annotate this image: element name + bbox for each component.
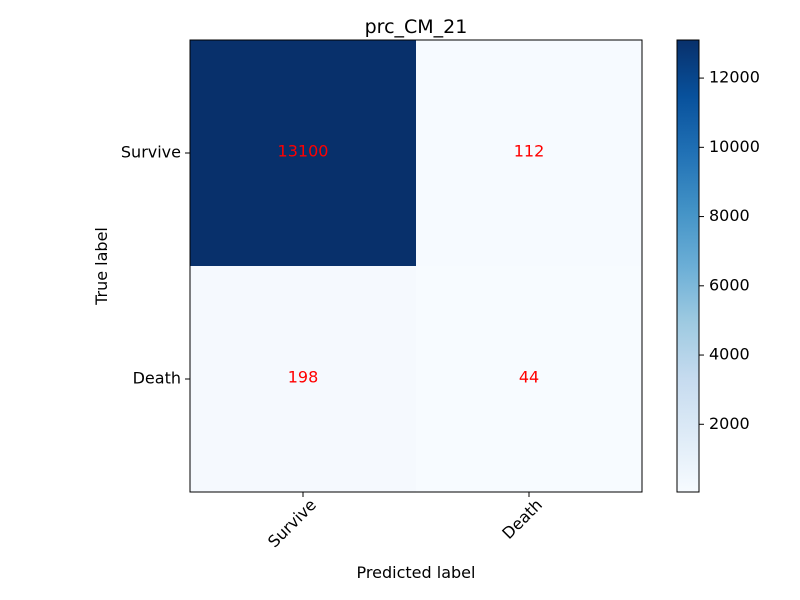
colorbar-tick-label: 12000 (709, 68, 760, 87)
colorbar-tick-label: 2000 (709, 414, 750, 433)
cell-value-label: 198 (288, 368, 319, 387)
colorbar (676, 39, 700, 493)
x-tick-label: Survive (264, 495, 320, 551)
colorbar-tick-label: 10000 (709, 137, 760, 156)
cell-value-label: 13100 (278, 142, 329, 161)
x-axis-ticks: Survive Death (264, 492, 546, 551)
heatmap-cell (416, 40, 642, 266)
cell-value-label: 112 (514, 142, 545, 161)
colorbar-tick-label: 6000 (709, 275, 750, 294)
x-tick-label: Death (498, 495, 546, 543)
heatmap-cell (190, 40, 416, 266)
y-tick-label: Survive (121, 143, 181, 162)
cell-value-labels: 13100 112 198 44 (278, 142, 545, 387)
plot-frame (189, 39, 643, 493)
heatmap-cell (190, 266, 416, 492)
y-tick-label: Death (133, 369, 181, 388)
colorbar-tick-label: 4000 (709, 345, 750, 364)
cell-value-label: 44 (519, 368, 539, 387)
colorbar-ticks: 2000 4000 6000 8000 10000 12000 (699, 68, 760, 433)
x-axis-label: Predicted label (357, 563, 476, 582)
heatmap-cell (416, 266, 642, 492)
colorbar-tick-label: 8000 (709, 206, 750, 225)
chart-title: prc_CM_21 (365, 16, 468, 38)
heatmap-cells (190, 40, 642, 492)
y-axis-ticks: Survive Death (121, 143, 190, 388)
y-axis-label: True label (92, 227, 111, 306)
